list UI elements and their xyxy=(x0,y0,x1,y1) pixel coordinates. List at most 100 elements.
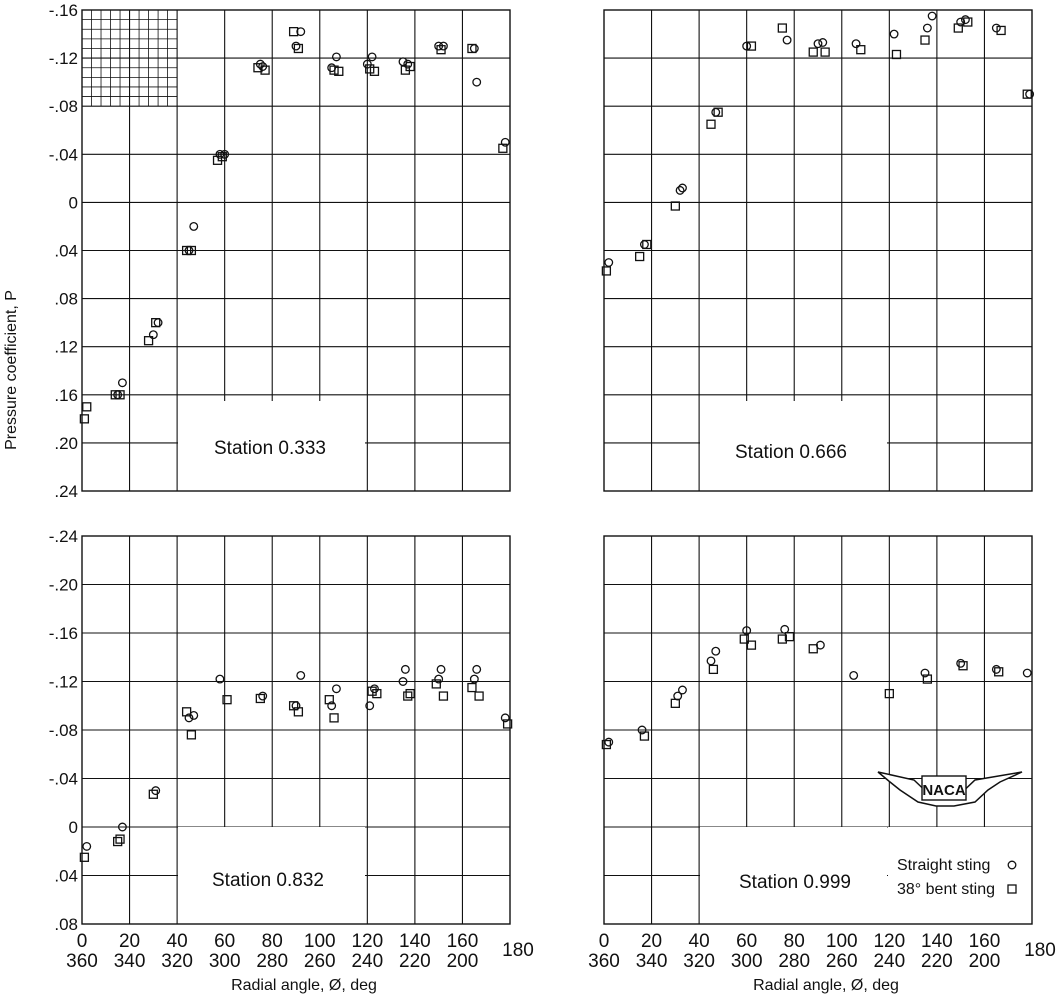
data-point-straight xyxy=(500,713,510,723)
data-point-bent xyxy=(467,43,477,54)
data-point-bent xyxy=(329,713,339,723)
data-point-straight xyxy=(472,77,482,87)
data-point-straight xyxy=(813,39,823,49)
x-tick-label-secondary: 320 xyxy=(161,951,193,972)
data-point-bent xyxy=(670,201,680,211)
data-point-bent xyxy=(996,25,1006,36)
x-tick-label: 0 xyxy=(599,931,610,952)
data-point-straight xyxy=(922,23,932,33)
y-tick-label: 0 xyxy=(69,193,78,212)
data-point-bent xyxy=(994,667,1004,677)
data-point-bent xyxy=(639,731,650,741)
data-point-straight xyxy=(436,664,446,674)
x-tick-label-secondary: 240 xyxy=(351,951,383,972)
y-tick-label: -.04 xyxy=(49,770,78,789)
data-point-bent xyxy=(922,674,933,684)
data-point-straight xyxy=(148,330,158,340)
x-tick-label-secondary: 220 xyxy=(399,951,431,972)
y-tick-label: .12 xyxy=(54,338,78,357)
y-tick-label: .24 xyxy=(54,482,78,501)
data-point-straight xyxy=(956,658,966,668)
data-point-straight xyxy=(637,725,647,735)
data-point-straight xyxy=(153,318,163,328)
panel-frame xyxy=(603,535,1033,925)
data-point-straight xyxy=(434,674,444,684)
data-point-bent xyxy=(369,66,380,76)
data-point-straight xyxy=(927,11,937,21)
data-point-bent xyxy=(502,719,513,729)
station-box xyxy=(700,827,887,924)
data-point-straight xyxy=(960,15,970,25)
x-tick-label-secondary: 200 xyxy=(447,951,479,972)
x-tick-label-end: 180 xyxy=(502,940,534,961)
data-point-straight xyxy=(706,656,716,666)
data-point-bent xyxy=(367,686,377,696)
data-point-bent xyxy=(856,45,866,55)
data-point-straight xyxy=(367,52,377,62)
legend-marker-square xyxy=(1007,884,1017,894)
data-point-bent xyxy=(708,664,719,675)
data-point-bent xyxy=(82,402,92,412)
data-point-bent xyxy=(79,414,90,424)
data-point-straight xyxy=(678,183,687,193)
y-tick-label: -.24 xyxy=(49,527,78,546)
y-tick-label: -.08 xyxy=(49,721,78,740)
y-tick-label: .04 xyxy=(54,242,78,261)
y-tick-label: -.12 xyxy=(49,673,78,692)
x-tick-label: 20 xyxy=(119,931,140,952)
data-point-straight xyxy=(1022,668,1032,678)
station-label: Station 0.333 xyxy=(214,438,326,459)
x-tick-label: 80 xyxy=(784,931,805,952)
x-tick-label: 40 xyxy=(689,931,710,952)
data-point-bent xyxy=(601,739,612,750)
data-point-bent xyxy=(467,682,477,693)
x-tick-label: 80 xyxy=(262,931,283,952)
data-point-bent xyxy=(365,64,375,74)
data-point-straight xyxy=(331,52,341,62)
legend-label: Straight sting xyxy=(897,857,990,874)
y-tick-label: -.20 xyxy=(49,576,78,595)
data-point-straight xyxy=(365,701,375,711)
data-point-bent xyxy=(324,695,334,705)
data-point-bent xyxy=(181,245,192,256)
data-point-straight xyxy=(851,39,861,49)
data-point-bent xyxy=(438,691,449,701)
y-tick-label: -.08 xyxy=(49,97,78,116)
data-point-bent xyxy=(260,65,270,75)
data-point-bent xyxy=(405,61,415,72)
station-label: Station 0.832 xyxy=(212,870,324,891)
data-point-straight xyxy=(956,17,966,27)
panel-3: Station 0.832-.24-.20-.16-.12-.08-.040.0… xyxy=(49,527,534,972)
data-point-bent xyxy=(498,143,508,153)
data-point-straight xyxy=(331,684,341,694)
x-tick-label-secondary: 360 xyxy=(66,951,98,972)
data-point-straight xyxy=(220,149,230,159)
x-tick-label-secondary: 200 xyxy=(969,951,1001,972)
data-point-straight xyxy=(296,27,306,37)
data-point-straight xyxy=(469,674,479,684)
data-point-straight xyxy=(398,677,408,686)
data-point-straight xyxy=(370,684,379,694)
data-point-straight xyxy=(889,29,899,39)
data-point-straight xyxy=(296,670,306,680)
data-point-bent xyxy=(670,698,680,708)
data-point-bent xyxy=(601,266,612,276)
data-point-bent xyxy=(777,634,787,644)
x-tick-label-secondary: 220 xyxy=(921,951,953,972)
legend-label: 38° bent sting xyxy=(897,881,995,898)
x-tick-label: 60 xyxy=(214,931,235,952)
data-point-straight xyxy=(117,822,127,832)
panel-frame xyxy=(81,9,511,492)
data-point-bent xyxy=(288,26,299,37)
x-tick-label-end: 180 xyxy=(1024,940,1056,961)
x-tick-label-secondary: 260 xyxy=(826,951,858,972)
x-tick-label: 140 xyxy=(921,931,953,952)
station-box xyxy=(700,401,887,491)
x-axis-label-right: Radial angle, Ø, deg xyxy=(753,977,899,994)
data-point-straight xyxy=(920,668,930,678)
panels: Station 0.333 -.16 -.12 -.08 -.04 0 .04 .08 .12.… xyxy=(49,1,1056,972)
data-point-bent xyxy=(217,152,227,162)
data-point-bent xyxy=(431,679,441,689)
data-point-bent xyxy=(808,644,818,654)
y-tick-label: .16 xyxy=(54,386,78,405)
